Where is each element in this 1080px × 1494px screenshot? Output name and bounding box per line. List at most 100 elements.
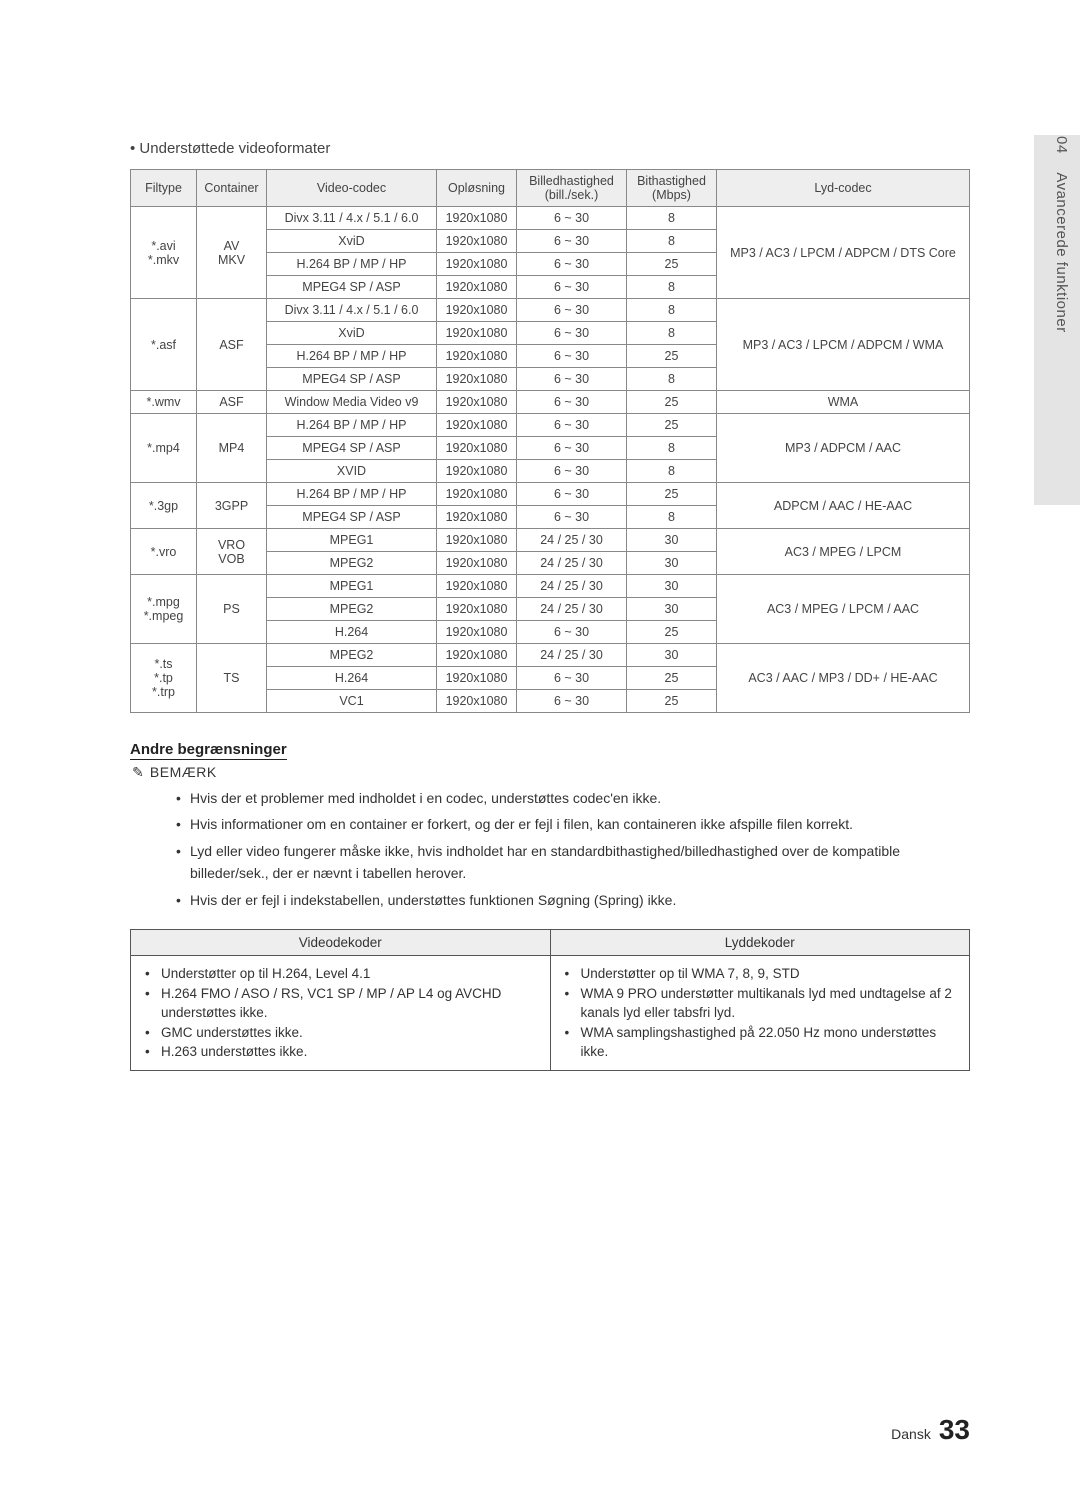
table-row: *.avi*.mkvAVMKVDivx 3.11 / 4.x / 5.1 / 6… [131,207,970,230]
cell-mbps: 8 [627,230,717,253]
page-content: Understøttede videoformater FiltypeConta… [0,0,1080,1071]
cell-mbps: 30 [627,529,717,552]
cell-res: 1920x1080 [437,437,517,460]
cell-fps: 6 ~ 30 [517,276,627,299]
cell-mbps: 8 [627,506,717,529]
cell-audio: AC3 / MPEG / LPCM / AAC [717,575,970,644]
list-item: Understøtter op til H.264, Level 4.1 [145,964,536,984]
cell-res: 1920x1080 [437,276,517,299]
cell-vc: H.264 [267,667,437,690]
cell-mbps: 30 [627,598,717,621]
cell-res: 1920x1080 [437,414,517,437]
cell-filetype: *.ts*.tp*.trp [131,644,197,713]
cell-res: 1920x1080 [437,598,517,621]
table-row: *.mp4MP4H.264 BP / MP / HP1920x10806 ~ 3… [131,414,970,437]
cell-vc: H.264 [267,621,437,644]
list-item: WMA 9 PRO understøtter multikanals lyd m… [565,984,956,1023]
note-item: Hvis der et problemer med indholdet i en… [176,787,970,809]
cell-vc: MPEG1 [267,575,437,598]
cell-mbps: 8 [627,460,717,483]
cell-audio: AC3 / MPEG / LPCM [717,529,970,575]
cell-res: 1920x1080 [437,621,517,644]
audio-decoder-list: Understøtter op til WMA 7, 8, 9, STDWMA … [565,964,956,1062]
cell-res: 1920x1080 [437,506,517,529]
note-item: Lyd eller video fungerer måske ikke, hvi… [176,840,970,885]
cell-mbps: 25 [627,690,717,713]
cell-vc: H.264 BP / MP / HP [267,414,437,437]
decoder-header-audio: Lyddekoder [550,929,970,955]
cell-fps: 6 ~ 30 [517,253,627,276]
notes-list: Hvis der et problemer med indholdet i en… [176,787,970,911]
cell-vc: MPEG4 SP / ASP [267,506,437,529]
cell-res: 1920x1080 [437,667,517,690]
cell-mbps: 25 [627,667,717,690]
cell-filetype: *.vro [131,529,197,575]
table-row: *.vroVROVOBMPEG11920x108024 / 25 / 3030A… [131,529,970,552]
note-item: Hvis der er fejl i indekstabellen, under… [176,889,970,911]
cell-res: 1920x1080 [437,644,517,667]
cell-fps: 6 ~ 30 [517,230,627,253]
cell-mbps: 8 [627,276,717,299]
fmt-header: Container [197,170,267,207]
cell-mbps: 8 [627,207,717,230]
cell-fps: 6 ~ 30 [517,368,627,391]
cell-mbps: 25 [627,483,717,506]
chapter-side-label: 04 Avancerede funktioner [1053,136,1070,333]
cell-fps: 6 ~ 30 [517,345,627,368]
chapter-title: Avancerede funktioner [1053,172,1070,332]
cell-vc: Divx 3.11 / 4.x / 5.1 / 6.0 [267,299,437,322]
cell-vc: MPEG2 [267,598,437,621]
page-footer: Dansk 33 [891,1414,970,1446]
cell-mbps: 8 [627,368,717,391]
fmt-header: Video-codec [267,170,437,207]
decoder-header-video: Videodekoder [131,929,551,955]
cell-mbps: 25 [627,414,717,437]
cell-res: 1920x1080 [437,483,517,506]
note-item: Hvis informationer om en container er fo… [176,813,970,835]
cell-mbps: 30 [627,575,717,598]
cell-fps: 24 / 25 / 30 [517,598,627,621]
cell-vc: XviD [267,322,437,345]
cell-container: VROVOB [197,529,267,575]
cell-mbps: 30 [627,552,717,575]
cell-fps: 6 ~ 30 [517,667,627,690]
cell-vc: H.264 BP / MP / HP [267,253,437,276]
cell-vc: MPEG1 [267,529,437,552]
cell-fps: 6 ~ 30 [517,207,627,230]
cell-fps: 24 / 25 / 30 [517,529,627,552]
cell-fps: 6 ~ 30 [517,460,627,483]
list-item: WMA samplingshastighed på 22.050 Hz mono… [565,1023,956,1062]
cell-res: 1920x1080 [437,207,517,230]
cell-audio: MP3 / AC3 / LPCM / ADPCM / WMA [717,299,970,391]
footer-page-number: 33 [939,1414,970,1446]
cell-vc: MPEG4 SP / ASP [267,368,437,391]
cell-vc: MPEG2 [267,552,437,575]
cell-filetype: *.wmv [131,391,197,414]
cell-fps: 6 ~ 30 [517,391,627,414]
cell-container: TS [197,644,267,713]
cell-mbps: 25 [627,345,717,368]
footer-lang: Dansk [891,1426,931,1442]
cell-container: PS [197,575,267,644]
cell-mbps: 25 [627,391,717,414]
cell-fps: 24 / 25 / 30 [517,552,627,575]
cell-filetype: *.asf [131,299,197,391]
cell-res: 1920x1080 [437,690,517,713]
cell-filetype: *.mp4 [131,414,197,483]
fmt-header: Bithastighed (Mbps) [627,170,717,207]
fmt-header: Lyd-codec [717,170,970,207]
cell-mbps: 8 [627,437,717,460]
cell-res: 1920x1080 [437,575,517,598]
cell-res: 1920x1080 [437,322,517,345]
cell-fps: 6 ~ 30 [517,690,627,713]
cell-container: AVMKV [197,207,267,299]
list-item: H.264 FMO / ASO / RS, VC1 SP / MP / AP L… [145,984,536,1023]
chapter-number: 04 [1053,136,1070,154]
cell-container: 3GPP [197,483,267,529]
cell-audio: AC3 / AAC / MP3 / DD+ / HE-AAC [717,644,970,713]
cell-filetype: *.3gp [131,483,197,529]
fmt-header: Filtype [131,170,197,207]
cell-fps: 6 ~ 30 [517,506,627,529]
cell-res: 1920x1080 [437,552,517,575]
note-row: ✎ BEMÆRK [130,764,970,781]
